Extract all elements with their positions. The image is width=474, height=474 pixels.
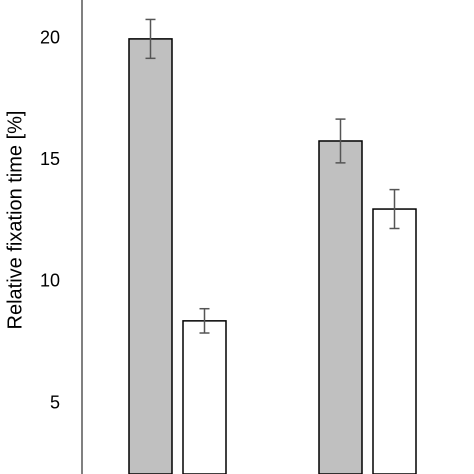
- error-bar: [389, 188, 400, 230]
- error-bar: [199, 307, 210, 334]
- bar: [182, 320, 227, 474]
- error-bar: [145, 18, 156, 60]
- bar: [318, 140, 363, 474]
- y-axis-label: Relative fixation time [%]: [4, 111, 26, 330]
- bar: [372, 208, 417, 474]
- error-bar: [335, 118, 346, 164]
- y-tick-label: 5: [50, 392, 60, 412]
- y-tick-label: 10: [40, 271, 60, 291]
- y-tick-label: 15: [40, 149, 60, 169]
- y-tick-label: 20: [40, 28, 60, 48]
- bar: [128, 38, 173, 474]
